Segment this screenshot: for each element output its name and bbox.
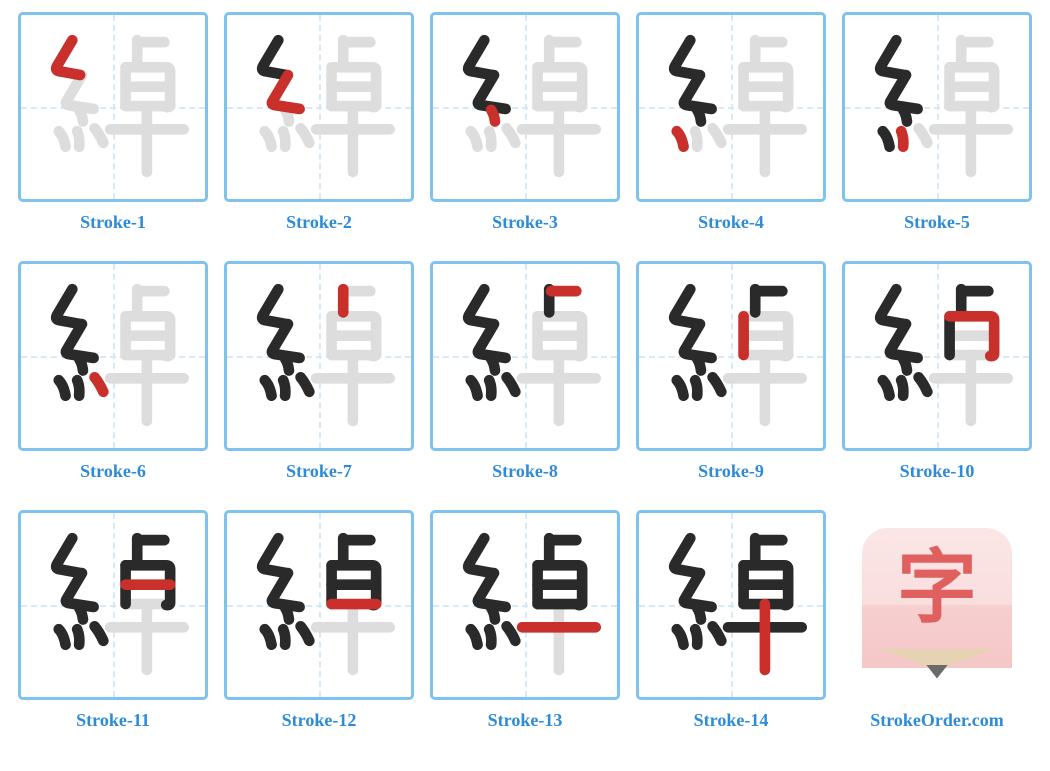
stroke-label: Stroke-6 [80, 461, 146, 482]
glyph-canvas [21, 264, 205, 448]
stroke-tile [18, 261, 208, 451]
stroke-label: Stroke-8 [492, 461, 558, 482]
stroke-cell: Stroke-7 [224, 261, 414, 482]
stroke-label: Stroke-1 [80, 212, 146, 233]
stroke-label: Stroke-7 [286, 461, 352, 482]
stroke-tile [224, 12, 414, 202]
site-logo: 字 [842, 510, 1032, 700]
stroke-tile [18, 510, 208, 700]
glyph-canvas [845, 264, 1029, 448]
stroke-cell: Stroke-8 [430, 261, 620, 482]
stroke-tile [636, 510, 826, 700]
stroke-label: Stroke-9 [698, 461, 764, 482]
stroke-tile [842, 12, 1032, 202]
glyph-canvas [639, 264, 823, 448]
glyph-canvas [433, 513, 617, 697]
stroke-label: Stroke-3 [492, 212, 558, 233]
logo-cell: 字 StrokeOrder.com [842, 510, 1032, 731]
glyph-canvas [433, 15, 617, 199]
stroke-cell: Stroke-6 [18, 261, 208, 482]
stroke-cell: Stroke-9 [636, 261, 826, 482]
stroke-label: Stroke-13 [488, 710, 563, 731]
glyph-canvas [227, 264, 411, 448]
glyph-canvas [227, 513, 411, 697]
site-name: StrokeOrder.com [870, 710, 1003, 731]
stroke-cell: Stroke-3 [430, 12, 620, 233]
glyph-canvas [227, 15, 411, 199]
stroke-tile [224, 261, 414, 451]
stroke-tile [224, 510, 414, 700]
stroke-tile [842, 261, 1032, 451]
stroke-cell: Stroke-12 [224, 510, 414, 731]
glyph-canvas [845, 15, 1029, 199]
stroke-cell: Stroke-2 [224, 12, 414, 233]
stroke-label: Stroke-10 [900, 461, 975, 482]
stroke-cell: Stroke-11 [18, 510, 208, 731]
stroke-cell: Stroke-13 [430, 510, 620, 731]
stroke-cell: Stroke-14 [636, 510, 826, 731]
glyph-canvas [21, 513, 205, 697]
stroke-cell: Stroke-10 [842, 261, 1032, 482]
stroke-cell: Stroke-5 [842, 12, 1032, 233]
stroke-tile [430, 12, 620, 202]
stroke-tile [636, 12, 826, 202]
glyph-canvas [21, 15, 205, 199]
stroke-label: Stroke-11 [76, 710, 150, 731]
stroke-tile [636, 261, 826, 451]
stroke-label: Stroke-14 [694, 710, 769, 731]
glyph-canvas [639, 15, 823, 199]
stroke-cell: Stroke-4 [636, 12, 826, 233]
pencil-tip-icon [862, 649, 1012, 689]
stroke-tile [18, 12, 208, 202]
stroke-tile [430, 261, 620, 451]
stroke-label: Stroke-5 [904, 212, 970, 233]
stroke-grid: Stroke-1 Stroke-2 Stroke-3 Stroke-4 Stro… [18, 12, 1032, 731]
stroke-cell: Stroke-1 [18, 12, 208, 233]
logo-character: 字 [862, 548, 1012, 628]
stroke-label: Stroke-2 [286, 212, 352, 233]
stroke-label: Stroke-12 [282, 710, 357, 731]
stroke-label: Stroke-4 [698, 212, 764, 233]
glyph-canvas [433, 264, 617, 448]
glyph-canvas [639, 513, 823, 697]
stroke-tile [430, 510, 620, 700]
